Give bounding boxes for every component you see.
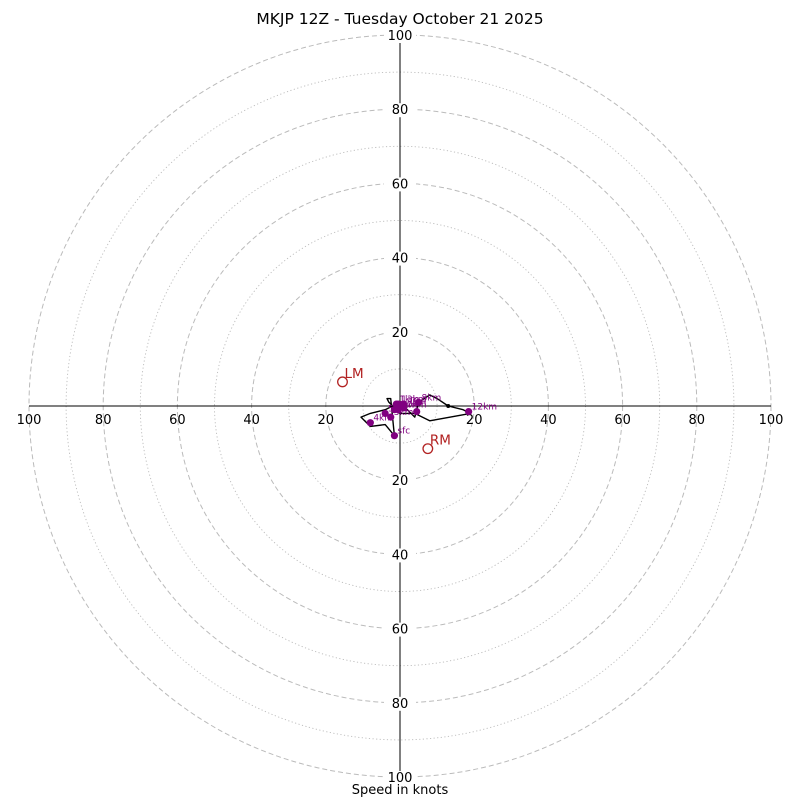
point-12km [465,407,473,416]
label-1km: 1km [399,395,419,405]
storm-label-RM: RM [430,433,451,449]
storm-marker-LM [337,376,348,388]
label-7km: 7km [407,399,427,409]
point-sfc [390,432,399,440]
tick-label-top-60: 60 [392,177,409,192]
tick-label-bottom-bg-20 [384,474,416,489]
tick-label-left-20: 20 [318,413,335,428]
storm-marker-RM [422,443,434,455]
label-3km: 3km [394,408,414,418]
point-3km [387,413,395,421]
tick-label-right-20: 20 [466,413,483,428]
tick-label-top-80: 80 [392,103,409,118]
tick-label-left-60: 60 [169,413,186,428]
tick-label-top-40: 40 [392,252,409,267]
label-13km: 13km [401,395,426,405]
tick-label-top-bg-60 [384,177,416,192]
tick-labels: 20 20 20 20 40 40 40 40 60 60 60 60 80 80 80 80 100 100 10… [17,29,784,786]
label-4km: 4km [373,414,393,424]
point-5km [381,409,389,418]
label-5km: 5km [388,404,408,414]
tick-label-bottom-100: 100 [388,771,413,786]
storm-motion-markers: LM RM [337,366,451,455]
tick-label-top-bg-20 [384,325,416,340]
tick-label-right-80: 80 [689,413,706,428]
tick-label-bottom-bg-60 [384,622,416,637]
x-axis-label: Speed in knots [351,783,449,798]
label-8km: 8km [422,393,442,403]
point-11km [400,400,408,408]
tick-label-bottom-bg-80 [384,696,416,711]
tick-label-bottom-20: 20 [392,474,409,489]
tick-label-left-100: 100 [17,413,42,428]
tick-label-top-bg-80 [384,103,416,118]
tick-label-top-20: 20 [392,326,409,341]
tick-label-bottom-bg-40 [384,548,416,563]
tick-label-bottom-bg-100 [384,771,416,785]
label-12km: 12km [472,403,497,413]
label-6km: 6km [397,401,417,411]
tick-label-right-40: 40 [540,413,557,428]
chart-title: MKJP 12Z - Tuesday October 21 2025 [256,10,544,28]
point-9km [413,407,421,416]
label-10km: 10km [401,401,426,411]
tick-label-left-40: 40 [243,413,260,428]
tick-label-right-60: 60 [614,413,631,428]
tick-label-right-100: 100 [759,413,784,428]
tick-label-top-100: 100 [388,29,413,44]
tick-label-bottom-40: 40 [392,548,409,563]
point-4km [366,419,374,427]
point-8km [414,398,423,406]
tick-label-bottom-80: 80 [392,697,409,712]
height-points [366,398,473,440]
tick-label-top-bg-100 [384,29,416,43]
tick-label-bottom-60: 60 [392,623,409,638]
trace-marker [446,404,451,408]
tick-label-left-80: 80 [95,413,112,428]
point-10km [394,406,402,414]
storm-label-LM: LM [344,366,363,382]
label-sfc: sfc [397,427,410,437]
tick-label-top-bg-40 [384,251,416,266]
point-13km [394,400,402,408]
